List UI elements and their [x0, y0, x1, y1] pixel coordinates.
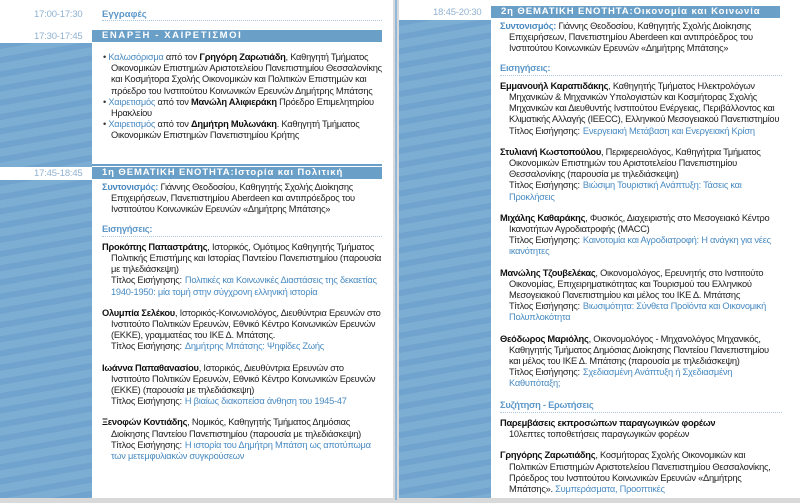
speaker-name: Γρηγόρης Ζαρωτιάδης [500, 450, 596, 461]
coordinator-text: Γιάννης Θεοδοσίου, Καθηγητής Σχολής Διοί… [111, 182, 355, 215]
speaker-name: Ολυμπία Σελέκου [102, 307, 175, 318]
discussion-heading: Συζήτηση - Ερωτήσεις [500, 400, 782, 413]
welcome-text: από τον [163, 52, 200, 62]
coordinator-label: Συντονισμός: [500, 21, 557, 31]
speaker-name: Γρηγόρη Ζαρωτιάδη [199, 52, 286, 62]
registration-label: Εγγραφές [102, 9, 382, 21]
divider [92, 164, 382, 166]
talk-item: Εμμανουήλ Καραπιδάκης, Καθηγητής Τμήματο… [500, 81, 782, 137]
session-2-content: Συντονισμός: Γιάννης Θεοδοσίου, Καθηγητή… [500, 21, 782, 498]
talk-title-label: Τίτλος Εισήγησης: [509, 180, 580, 191]
speaker-affiliation: , Οικονομολόγος - Μηχανολόγος Μηχανικός,… [509, 333, 769, 367]
talk-title: Η βιαίως διακοπείσα άνθηση του 1945-47 [184, 396, 347, 407]
talk-title: Βιωσιμότητα: Σύνθετα Προϊόντα και Οικονο… [509, 301, 766, 323]
speaker-affiliation: , Φυσικός, Διαχειριστής στο Μεσογειακό Κ… [509, 212, 770, 235]
talk-item: Μανώλης Τζουβελέκας, Οικονομολόγος, Ερευ… [500, 268, 782, 324]
talk-title-label: Τίτλος Εισήγησης: [509, 235, 580, 246]
talk-item: Ξενοφών Κοντιάδης, Νομικός, Καθηγητής Τμ… [102, 417, 382, 462]
speaker-affiliation: , Ιστορικός-Κοινωνιολόγος, Διευθύντρια Ε… [111, 307, 381, 341]
talk-title: Πολιτικές και Κοινωνικές Διαστάσεις της … [111, 275, 377, 297]
talk-title-label: Τίτλος Εισήγησης: [509, 367, 580, 378]
speaker-name: Δημήτρη Μυλωνάκη [190, 119, 277, 130]
decorative-band [399, 20, 491, 498]
speaker-affiliation: Πρόεδρο Επιμελητηρίου Ηρακλείου [111, 96, 374, 119]
speaker-name: Ξενοφών Κοντιάδης [102, 417, 188, 428]
session-1-content: Συντονισμός: Γιάννης Θεοδοσίου, Καθηγητή… [102, 182, 382, 472]
page-divider [395, 0, 397, 500]
interventions-text: 10λεπτες τοποθετήσεις παραγωγικών φορέων [509, 429, 690, 440]
speaker-name: Μανώλη Αλιφιεράκη [190, 96, 277, 107]
talk-item: Θεόδωρος Μαριόλης, Οικονομολόγος - Μηχαν… [500, 334, 782, 390]
talk-item: Ολυμπία Σελέκου, Ιστορικός-Κοινωνιολόγος… [102, 308, 382, 353]
welcome-text: από τον [155, 119, 191, 130]
speaker-affiliation: , Ιστορικός, Διευθύντρια Ερευνών στο Ινσ… [111, 362, 376, 396]
welcome-item: Χαιρετισμός από τον Δημήτρη Μυλωνάκη. Κα… [92, 119, 382, 141]
opening-header: ΕΝΑΡΞΗ - ΧΑΙΡΕΤΙΣΜΟΙ [92, 30, 382, 42]
talk-title-label: Τίτλος Εισήγησης: [111, 341, 182, 352]
coordinator-text: Γιάννης Θεοδοσίου, Καθηγητής Σχολής Διοί… [509, 21, 753, 54]
welcome-list: Καλωσόρισμα από τον Γρηγόρη Ζαρωτιάδη, Κ… [92, 52, 382, 142]
speaker-name: Προκόπης Παπαστράτης [102, 241, 208, 252]
speaker-name: Θεόδωρος Μαριόλης [500, 333, 589, 344]
talk-item: Προκόπης Παπαστράτης, Ιστορικός, Ομότιμο… [102, 242, 382, 298]
talk-title-label: Τίτλος Εισήγησης: [111, 275, 182, 286]
speaker-affiliation: , Οικονομολόγος, Ερευνητής στο Ινστιτούτ… [509, 267, 764, 301]
welcome-text: από τον [155, 96, 191, 107]
talks-heading: Εισηγήσεις: [500, 63, 782, 76]
speaker-affiliation: , Κοσμήτορας Σχολής Οικονομικών και Πολι… [509, 450, 771, 494]
talk-title: Ενεργειακή Μετάβαση και Ενεργειακή Κρίση [582, 125, 755, 136]
speaker-affiliation: . Καθηγητή Τμήματος Οικονομικών Επιστημώ… [111, 119, 360, 141]
speaker-name: Μανώλης Τζουβελέκας [500, 267, 596, 278]
welcome-type: Καλωσόρισμα [108, 52, 164, 62]
decorative-band [0, 43, 92, 167]
session-1-header: 1η ΘΕΜΑΤΙΚΗ ΕΝΟΤΗΤΑ:Ιστορία και Πολιτική [92, 167, 382, 179]
talk-title: Καινοτομία και Αγροδιατροφή: Η ανάγκη γι… [509, 235, 771, 257]
time-session-2: 18:45-20:30 [433, 7, 482, 18]
coordinator-label: Συντονισμός: [102, 182, 159, 192]
speaker-affiliation: , Περιφερειολόγος, Καθηγήτρια Τμήματος Ο… [509, 146, 761, 180]
talk-item: Στυλιανή Κωστοπούλου, Περιφερειολόγος, Κ… [500, 147, 782, 203]
talk-item: Ιωάννα Παπαθανασίου, Ιστορικός, Διευθύντ… [102, 363, 382, 408]
talk-title-label: Τίτλος Εισήγησης: [111, 439, 182, 450]
left-page: 17:00-17:30 Εγγραφές 17:30-17:45 ΕΝΑΡΞΗ … [0, 0, 393, 498]
welcome-item: Χαιρετισμός από τον Μανώλη Αλιφιεράκη Πρ… [92, 97, 382, 119]
decorative-band [0, 180, 92, 498]
speaker-affiliation: , Καθηγητή Τμήματος Οικονομικών Επιστημώ… [111, 52, 382, 96]
speaker-name: Ιωάννα Παπαθανασίου [102, 362, 199, 373]
interventions-title: Παρεμβάσεις εκπροσώπων παραγωγικών φορέω… [500, 417, 716, 428]
time-opening: 17:30-17:45 [34, 31, 83, 42]
welcome-item: Καλωσόρισμα από τον Γρηγόρη Ζαρωτιάδη, Κ… [92, 52, 382, 97]
coordinator: Συντονισμός: Γιάννης Θεοδοσίου, Καθηγητή… [102, 182, 382, 216]
time-registration: 17:00-17:30 [34, 9, 83, 20]
talk-title: Σχεδιασμένη Ανάπτυξη ή Σχεδιασμένη Καθυπ… [509, 367, 733, 389]
speaker-affiliation: , Ιστορικός, Ομότιμος Καθηγητής Τμήματος… [111, 241, 382, 275]
speaker-name: Στυλιανή Κωστοπούλου [500, 146, 602, 157]
speaker-affiliation: , Νομικός, Καθηγητής Τμήματος Δημόσιας Δ… [111, 417, 362, 439]
interventions: Παρεμβάσεις εκπροσώπων παραγωγικών φορέω… [500, 418, 782, 440]
talk-title-label: Τίτλος Εισήγησης: [509, 125, 580, 136]
talks-heading: Εισηγήσεις: [102, 224, 382, 237]
talk-title: Βιώσιμη Τουριστική Ανάπτυξη: Τάσεις και … [509, 180, 742, 202]
talk-title-label: Τίτλος Εισήγησης: [509, 301, 580, 312]
coordinator: Συντονισμός: Γιάννης Θεοδοσίου, Καθηγητή… [500, 21, 782, 55]
session-2-header: 2η ΘΕΜΑΤΙΚΗ ΕΝΟΤΗΤΑ:Οικονομία και Κοινων… [491, 6, 780, 18]
talk-title-label: Τίτλος Εισήγησης: [111, 396, 182, 407]
closing-remarks: Γρηγόρης Ζαρωτιάδης, Κοσμήτορας Σχολής Ο… [500, 450, 782, 495]
talk-item: Μιχάλης Καθαράκης, Φυσικός, Διαχειριστής… [500, 213, 782, 258]
speaker-name: Μιχάλης Καθαράκης [500, 212, 586, 223]
talk-title: Δημήτρης Μπάτσης: Ψηφίδες Ζωής [184, 341, 324, 352]
right-page: 18:45-20:30 2η ΘΕΜΑΤΙΚΗ ΕΝΟΤΗΤΑ:Οικονομί… [399, 0, 800, 498]
talk-title: Η ιστορία του Δημήτρη Μπάτση ως αποτύπωμ… [111, 439, 371, 462]
closing-title: Συμπεράσματα, Προοπτικές [552, 483, 665, 494]
welcome-type: Χαιρετισμός [108, 119, 156, 130]
time-session-1: 17:45-18:45 [34, 168, 83, 179]
speaker-name: Εμμανουήλ Καραπιδάκης [500, 80, 609, 91]
welcome-type: Χαιρετισμός [108, 96, 156, 107]
speaker-affiliation: , Καθηγητής Τμήματος Ηλεκτρολόγων Μηχανι… [509, 80, 780, 125]
